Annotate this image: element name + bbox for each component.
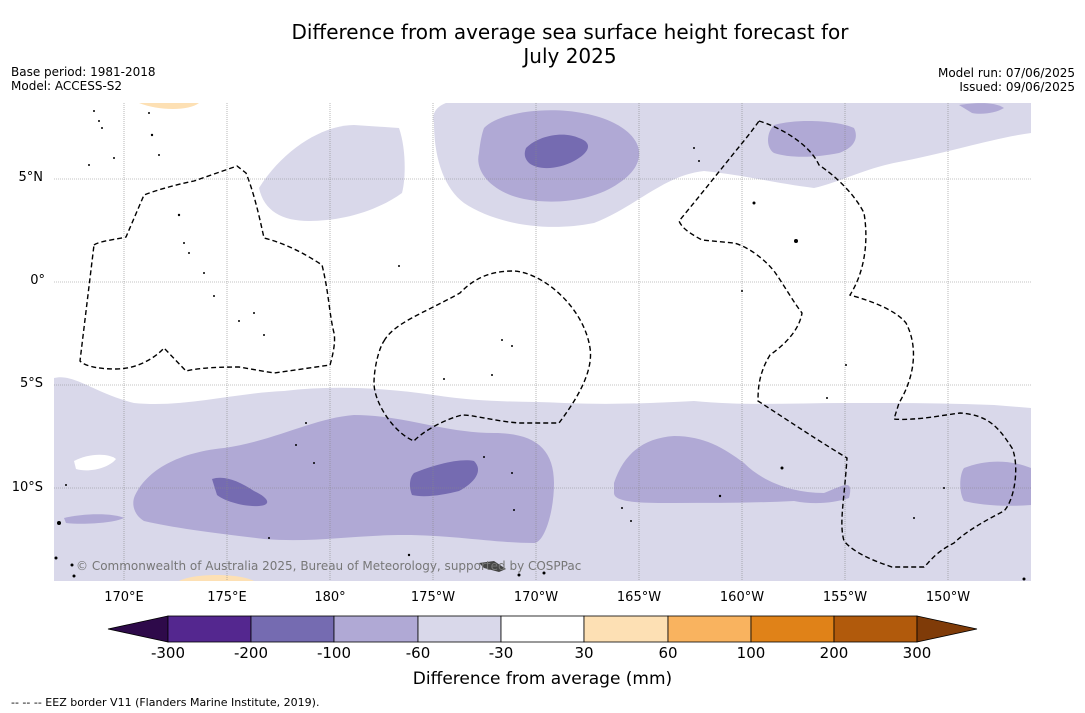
lon-label-175e: 175°E (207, 590, 247, 605)
lon-label-150w: 150°W (925, 590, 971, 605)
anomaly-neutral-patch (74, 454, 116, 471)
model-text: Model: ACCESS-S2 (11, 79, 123, 93)
map-title: Difference from average sea surface heig… (0, 20, 1085, 68)
meta-left: Base period: 1981-2018 Model: ACCESS-S2 (11, 65, 156, 93)
colorbar-tick-3: -100 (316, 644, 352, 662)
graticule (54, 103, 1031, 581)
anomaly-medium-south-2 (614, 436, 851, 504)
lon-label-170e: 170°E (104, 590, 144, 605)
anomaly-medium-south-3 (960, 461, 1031, 506)
lat-label-10s: 10°S (11, 480, 43, 495)
colorbar-title: Difference from average (mm) (412, 669, 673, 689)
anomaly-dark-regions (212, 134, 589, 507)
map-title-line1: Difference from average sea surface heig… (291, 20, 849, 44)
anomaly-positive-north (139, 103, 199, 109)
model-run-text: Model run: 07/06/2025 (937, 66, 1075, 80)
anomaly-medium-regions (64, 103, 1031, 543)
colorbar-segment-1 (167, 615, 252, 643)
map-svg (54, 103, 1031, 581)
issued-text: Issued: 09/06/2025 (959, 80, 1075, 94)
anomaly-medium-north-2 (768, 121, 856, 157)
anomaly-medium-south-4 (64, 514, 124, 524)
meta-right: Model run: 07/06/2025 Issued: 09/06/2025 (938, 66, 1075, 94)
colorbar-tick-2: -200 (233, 644, 269, 662)
colorbar-right-extension (916, 615, 978, 643)
colorbar-tick-7: 60 (658, 644, 678, 662)
lon-label-155w: 155°W (822, 590, 868, 605)
islands (54, 110, 1026, 581)
eez-border-tuvalu-region (79, 165, 336, 374)
anomaly-positive-south (179, 575, 254, 581)
colorbar-segment-9 (833, 615, 918, 643)
eez-border-east (678, 120, 1017, 568)
copyright-text: © Commonwealth of Australia 2025, Bureau… (76, 559, 582, 573)
lat-label-5s: 5°S (19, 376, 43, 391)
eez-border-central (373, 270, 592, 442)
anomaly-positive-regions (139, 103, 254, 581)
lat-label-0: 0° (30, 273, 45, 288)
lon-label-175w: 175°W (410, 590, 456, 605)
colorbar-tick-5: -30 (488, 644, 514, 662)
colorbar-segment-6 (583, 615, 669, 643)
colorbar-tick-9: 200 (819, 644, 849, 662)
anomaly-medium-north-3 (959, 103, 1004, 114)
lon-label-170w: 170°W (513, 590, 559, 605)
lon-label-160w: 160°W (719, 590, 765, 605)
eez-legend-text: -- -- -- EEZ border V11 (Flanders Marine… (11, 696, 320, 709)
colorbar-segment-3 (333, 615, 419, 643)
map-title-line2: July 2025 (523, 44, 617, 68)
island-samoa (479, 561, 506, 572)
eez-borders (79, 120, 1017, 568)
base-period-text: Base period: 1981-2018 (11, 65, 156, 79)
colorbar (107, 615, 978, 643)
colorbar-segment-4 (417, 615, 502, 643)
colorbar-segment-2 (250, 615, 335, 643)
anomaly-dark-north (524, 134, 589, 169)
colorbar-left-extension (107, 615, 169, 643)
lat-label-5n: 5°N (18, 170, 44, 185)
lon-label-165w: 165°W (616, 590, 662, 605)
colorbar-tick-4: -60 (405, 644, 431, 662)
anomaly-dark-south-1 (212, 477, 268, 507)
colorbar-tick-8: 100 (736, 644, 766, 662)
colorbar-tick-1: -300 (150, 644, 186, 662)
colorbar-segment-5 (500, 615, 585, 643)
colorbar-tick-6: 30 (574, 644, 594, 662)
anomaly-dark-south-2 (409, 460, 479, 497)
lon-label-180: 180° (314, 590, 346, 605)
colorbar-segment-7 (667, 615, 752, 643)
forecast-map: © Commonwealth of Australia 2025, Bureau… (54, 103, 1031, 581)
colorbar-tick-10: 300 (902, 644, 932, 662)
colorbar-segment-8 (750, 615, 835, 643)
anomaly-light-north-west (259, 125, 405, 221)
anomaly-medium-south-1 (133, 415, 554, 543)
